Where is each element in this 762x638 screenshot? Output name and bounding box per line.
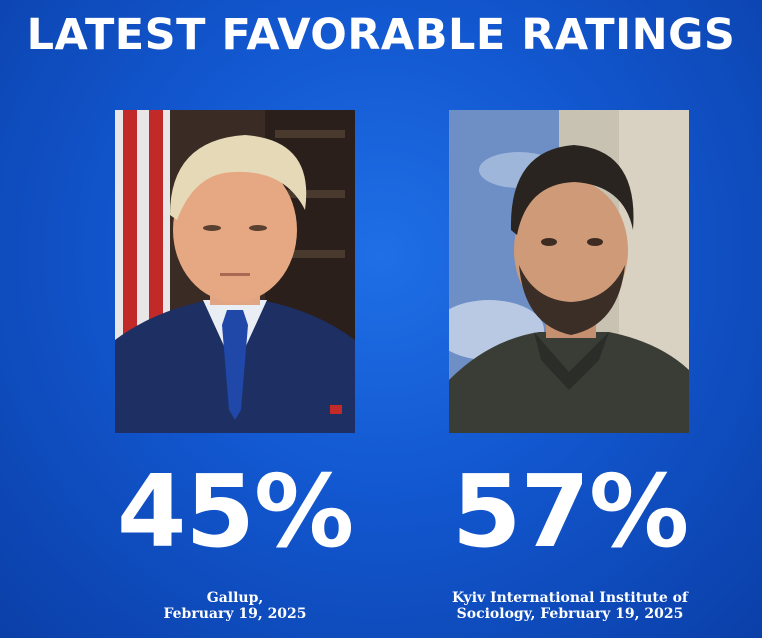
right-source-caption: Kyiv International Institute of Sociolog… [410, 590, 730, 622]
left-favorable-percent: 45% [116, 453, 354, 570]
left-source-line-1: Gallup, [206, 590, 264, 606]
right-source-line-2: Sociology, February 19, 2025 [456, 606, 684, 622]
left-source-caption: Gallup, February 19, 2025 [75, 590, 395, 622]
right-source-line-1: Kyiv International Institute of [452, 590, 688, 606]
page-title: LATEST FAVORABLE RATINGS [26, 10, 736, 60]
left-source-line-2: February 19, 2025 [163, 606, 307, 622]
left-portrait-photo [115, 110, 355, 433]
right-favorable-percent: 57% [451, 453, 689, 570]
right-portrait-photo [449, 110, 689, 433]
